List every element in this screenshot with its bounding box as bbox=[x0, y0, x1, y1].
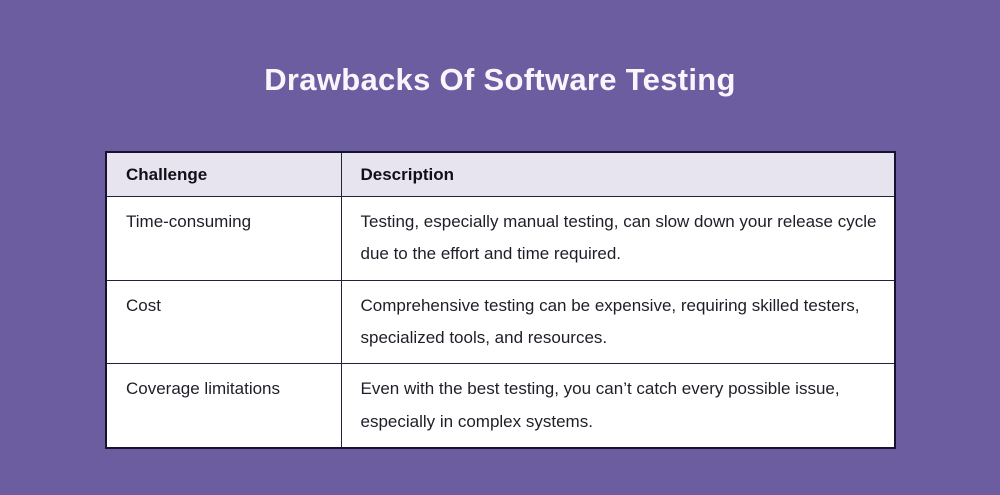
drawbacks-table: Challenge Description Time-consuming Tes… bbox=[105, 151, 896, 449]
challenge-cell-coverage-limitations: Coverage limitations bbox=[105, 363, 342, 449]
description-cell-coverage-limitations: Even with the best testing, you can’t ca… bbox=[340, 363, 896, 449]
table-header-row: Challenge Description bbox=[105, 151, 896, 198]
challenge-cell-cost: Cost bbox=[105, 279, 342, 365]
description-cell-time-consuming: Testing, especially manual testing, can … bbox=[340, 196, 896, 281]
challenge-cell-time-consuming: Time-consuming bbox=[105, 196, 342, 281]
table-row: Time-consuming Testing, especially manua… bbox=[105, 196, 896, 281]
description-cell-cost: Comprehensive testing can be expensive, … bbox=[340, 279, 896, 365]
column-header-challenge: Challenge bbox=[105, 151, 342, 198]
table-row: Cost Comprehensive testing can be expens… bbox=[105, 279, 896, 365]
page-title: Drawbacks Of Software Testing bbox=[264, 62, 736, 97]
table-row: Coverage limitations Even with the best … bbox=[105, 363, 896, 449]
column-header-description: Description bbox=[340, 151, 896, 198]
